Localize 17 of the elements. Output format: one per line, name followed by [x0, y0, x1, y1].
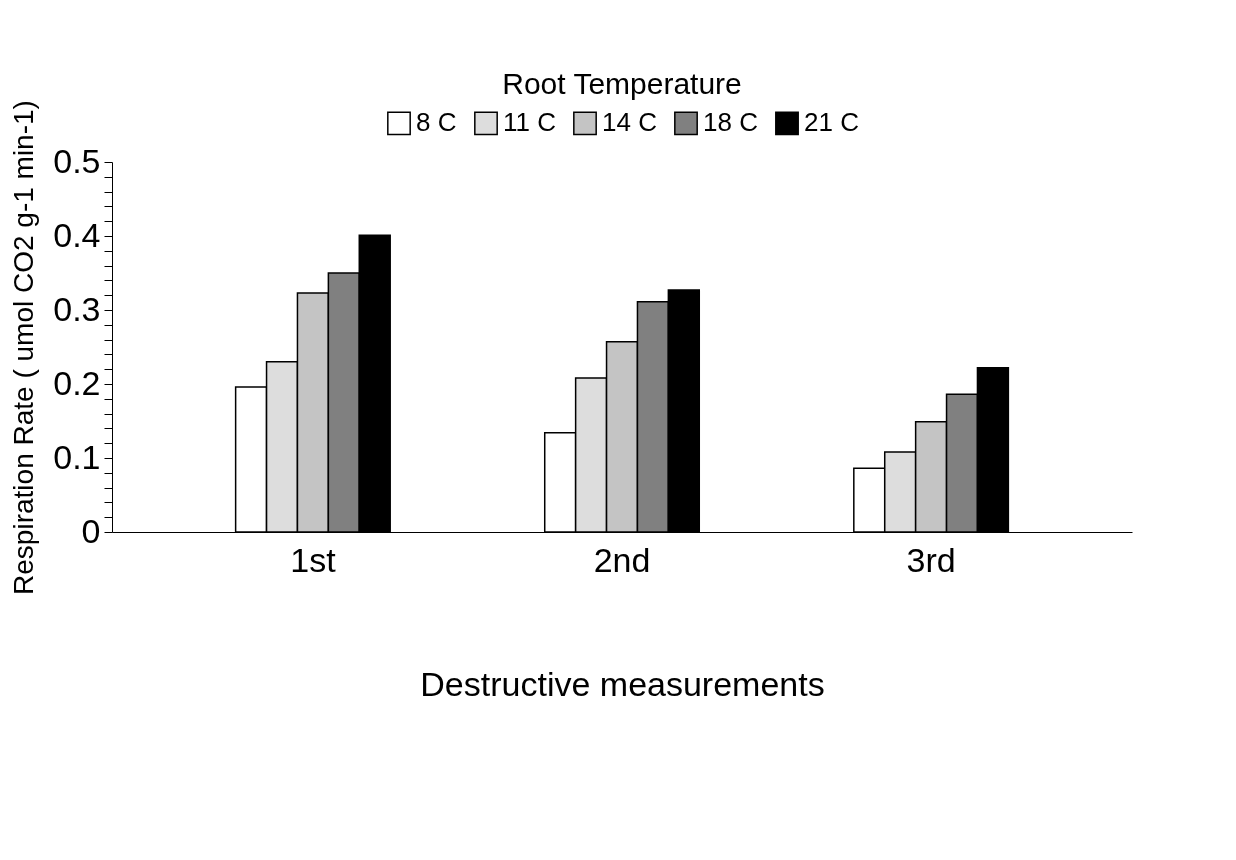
- x-axis-title: Destructive measurements: [420, 664, 825, 703]
- legend-label: 14 C: [602, 107, 657, 138]
- y-tick-label: 0.4: [53, 215, 101, 254]
- y-tick-label: 0: [81, 511, 101, 550]
- x-tick-label: 3rd: [906, 540, 956, 579]
- y-tick-label: 0.5: [53, 141, 101, 180]
- x-tick-label: 2nd: [593, 540, 651, 579]
- y-tick-label: 0.1: [53, 437, 101, 476]
- legend-label: 8 C: [416, 107, 457, 138]
- y-axis-title: Respiration Rate ( umol CO2 g-1 min-1): [8, 100, 40, 595]
- legend-label: 18 C: [703, 107, 758, 138]
- x-tick-label: 1st: [290, 540, 337, 579]
- y-tick-label: 0.3: [53, 289, 101, 328]
- legend-label: 11 C: [503, 107, 556, 138]
- legend-label: 21 C: [804, 107, 859, 138]
- legend-title: Root Temperature: [502, 67, 742, 100]
- y-tick-label: 0.2: [53, 363, 101, 402]
